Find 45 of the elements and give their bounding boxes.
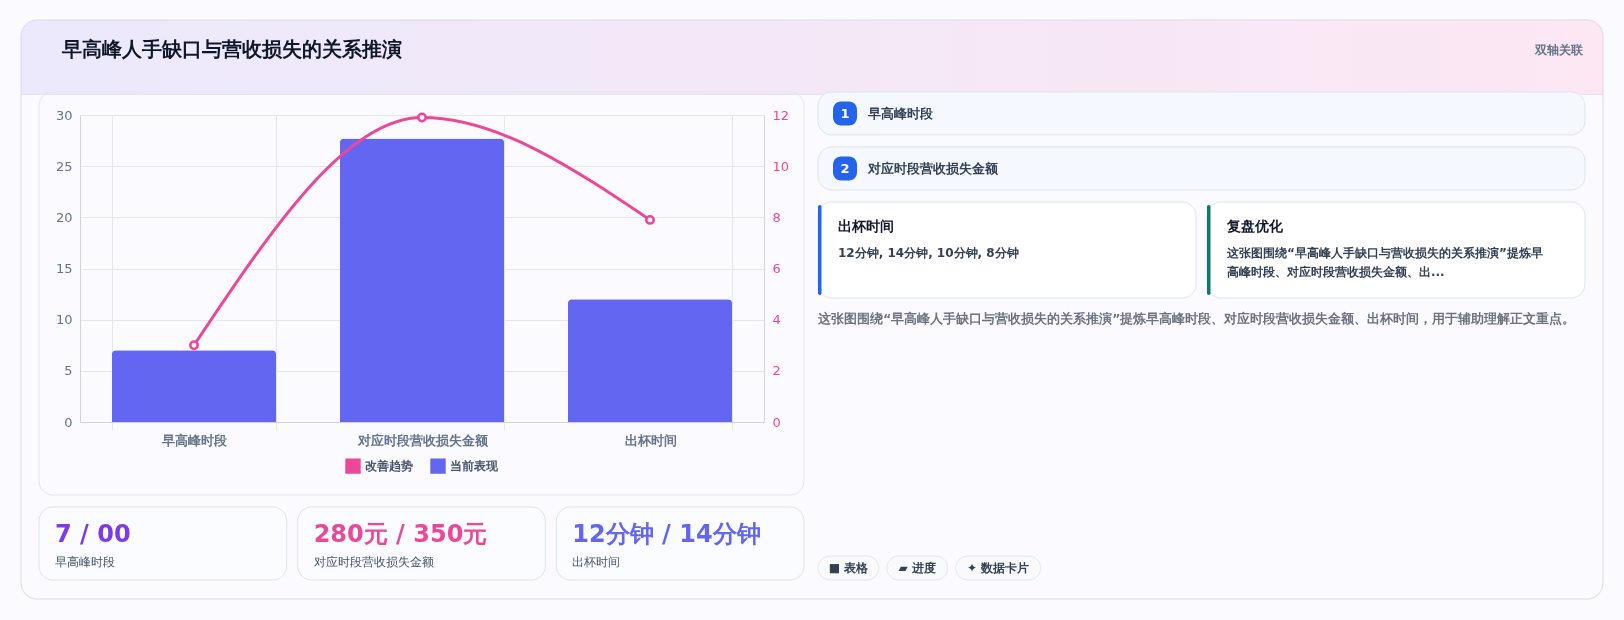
text: 这张图围绕“早高峰人手缺口与营收损失的关系推演”提炼早高峰时段、对应时段营收损失金额、出... [1226, 246, 1543, 279]
y-tick-label: 30 [55, 107, 73, 123]
y-tick-label: 25 [55, 158, 73, 174]
text: 280元 / 350元 [313, 520, 488, 548]
y-tick-label: 10 [55, 312, 73, 328]
y-tick-label: 0 [64, 414, 73, 430]
x-tick-label: 出杯时间 [624, 432, 677, 448]
chart-title: 早高峰人手缺口与营收损失的关系推演 [61, 37, 402, 61]
x-tick-label: 对应时段营收损失金额 [356, 432, 489, 448]
text: 1 [840, 106, 850, 121]
point [645, 214, 655, 225]
x-tick-label: 早高峰时段 [161, 432, 228, 448]
text: 早高峰时段 [55, 555, 115, 569]
legend-label: 当前表现 [450, 459, 499, 474]
text: ✦ 数据卡片 [967, 561, 1030, 575]
y2-tick-label: 4 [772, 312, 781, 328]
y-tick-label: 20 [55, 209, 73, 225]
y-tick-label: 15 [55, 261, 73, 276]
point [189, 340, 199, 351]
text: 对应时段营收损失金额 [313, 555, 434, 569]
text: 7 / 00 [55, 520, 131, 548]
text: 出杯时间 [572, 555, 621, 569]
y2-tick-label: 12 [772, 107, 790, 123]
text: ▰ 进度 [898, 561, 937, 575]
text: 对应时段营收损失金额 [867, 160, 999, 176]
text: 这张图围绕“早高峰人手缺口与营收损失的关系推演”提炼早高峰时段、对应时段营收损失金额、出杯时间，用于辅助理解正文重点。 [817, 311, 1576, 326]
text: ■ 表格 [828, 561, 870, 575]
legend-label: 改善趋势 [365, 459, 413, 474]
y2-tick-label: 6 [772, 261, 781, 276]
text: 早高峰时段 [867, 105, 934, 121]
y2-tick-label: 8 [772, 209, 781, 225]
point [417, 112, 427, 123]
y2-tick-label: 10 [772, 158, 790, 174]
y2-tick-label: 2 [772, 363, 781, 379]
bar [339, 138, 505, 422]
y2-tick-label: 0 [772, 414, 781, 430]
text: 2 [840, 161, 850, 176]
text: 12分钟, 14分钟, 10分钟, 8分钟 [838, 246, 1019, 260]
text: 复盘优化 [1226, 218, 1284, 234]
bar [567, 299, 733, 422]
bar [111, 350, 277, 422]
text: 双轴关联 [1534, 43, 1584, 57]
y-tick-label: 5 [64, 363, 73, 379]
text: 12分钟 / 14分钟 [572, 520, 761, 548]
text: 出杯时间 [838, 218, 894, 234]
